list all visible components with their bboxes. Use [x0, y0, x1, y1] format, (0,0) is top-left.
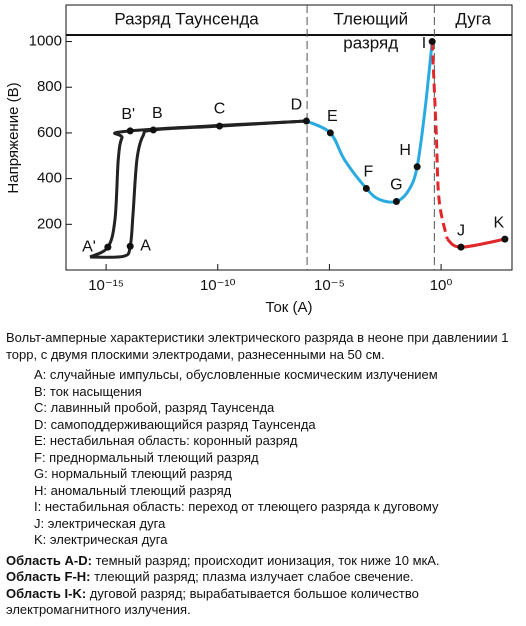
point	[392, 197, 400, 205]
region-label: Тлеющий	[333, 9, 408, 28]
x-axis-label: Ток (А)	[265, 299, 312, 316]
note-term: Область I-K:	[6, 585, 87, 601]
legend-item: G: нормальный тлеющий разряд	[34, 466, 232, 481]
point	[149, 126, 157, 134]
point-label: B'	[121, 106, 135, 123]
curve	[89, 119, 307, 259]
region-label: разряд	[343, 33, 398, 52]
plot-frame	[65, 4, 513, 271]
point-label: C	[214, 100, 226, 117]
point-label: A'	[82, 238, 96, 255]
y-axis-label: Напряжение (В)	[5, 82, 22, 193]
point	[457, 243, 465, 251]
point-label: F	[363, 164, 373, 181]
note: Область I-K: дуговой разряд; вырабатывае…	[6, 586, 522, 619]
notes: Область A-D: темный разряд; происходит и…	[6, 553, 522, 619]
y-tick-label: 800	[37, 78, 62, 95]
x-tick-label: 10⁻¹⁰	[200, 277, 236, 294]
point-label: E	[327, 108, 338, 125]
point	[104, 243, 112, 251]
point	[362, 184, 370, 192]
y-tick-label: 1000	[29, 33, 62, 50]
note-term: Область F-H:	[6, 569, 91, 584]
legend-list: A: случайные импульсы, обусловленные кос…	[34, 367, 522, 549]
legend-item: B: ток насыщения	[34, 383, 142, 399]
x-tick-label: 10⁻¹⁵	[88, 277, 124, 294]
note-text: тлеющий разряд; плазма излучает слабое с…	[94, 569, 414, 584]
point-label: H	[399, 142, 411, 159]
x-tick-label: 10⁻⁵	[314, 277, 345, 294]
legend-item: J: электрическая дуга	[34, 515, 166, 531]
point	[216, 122, 224, 130]
y-tick-label: 200	[37, 215, 62, 232]
legend-item: F: преднормальный тлеющий разряд	[34, 449, 259, 465]
region-label: Дуга	[455, 9, 491, 28]
note: Область A-D: темный разряд; происходит и…	[6, 553, 522, 570]
point-label: G	[390, 177, 402, 194]
point-label: J	[457, 222, 465, 239]
region-label: Разряд Таунсенда	[114, 9, 259, 28]
legend-item: C: лавинный пробой, разряд Таунсенда	[34, 400, 275, 415]
point-label: B	[152, 105, 163, 122]
curve	[89, 119, 307, 259]
point	[302, 117, 310, 125]
point-label: K	[494, 214, 505, 231]
point	[326, 129, 334, 137]
legend-item: K: электрическая дуга	[34, 532, 168, 547]
curve	[305, 41, 434, 204]
curve	[446, 237, 506, 249]
chart: Ток (А) Напряжение (В) 200 400 600 800 1000 1…	[5, 4, 513, 316]
point-label: I	[422, 35, 426, 52]
note-text: темный разряд; происходит ионизация, ток…	[95, 552, 440, 568]
legend-item: I: нестабильная область: переход от тлею…	[34, 499, 439, 514]
note-text: дуговой разряд; вырабатывается большое к…	[6, 585, 419, 618]
caption-intro: Вольт-амперные характеристики электричес…	[6, 330, 509, 362]
y-tick-label: 400	[37, 170, 62, 187]
y-tick-label: 600	[37, 124, 62, 141]
point	[413, 163, 421, 171]
note: Область F-H: тлеющий разряд; плазма излу…	[6, 569, 522, 586]
curve	[430, 41, 449, 240]
caption: Вольт-амперные характеристики электричес…	[6, 330, 522, 619]
legend-item: A: случайные импульсы, обусловленные кос…	[34, 367, 438, 382]
x-tick-label: 10⁰	[430, 277, 453, 294]
point-label: D	[291, 96, 303, 113]
point	[126, 242, 134, 250]
point	[501, 235, 509, 243]
legend-item: D: самоподдерживающийся разряд Таунсенда	[34, 416, 316, 432]
point-label: A	[140, 237, 151, 254]
legend-item: H: аномальный тлеющий разряд	[34, 482, 232, 498]
legend-item: E: нестабильная область: коронный разряд	[34, 433, 298, 448]
note-term: Область A-D:	[6, 552, 92, 568]
point	[126, 127, 134, 135]
point	[428, 38, 436, 46]
